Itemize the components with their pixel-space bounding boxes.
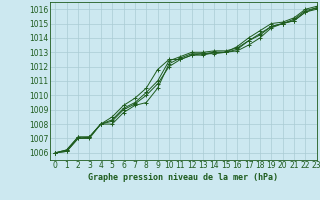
- X-axis label: Graphe pression niveau de la mer (hPa): Graphe pression niveau de la mer (hPa): [88, 173, 278, 182]
